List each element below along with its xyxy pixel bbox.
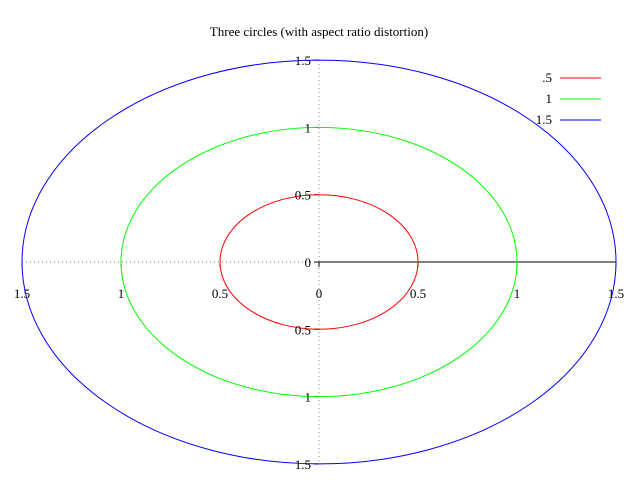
x-tick-labels: 1.5 1 0.5 0 0.5 1 1.5: [14, 286, 624, 301]
legend: .5 1 1.5: [536, 70, 601, 127]
y-tick-label: 0: [305, 255, 312, 270]
y-tick-label: 1: [305, 120, 312, 135]
circle-series-1: [120, 126, 518, 398]
x-tick-label: 1: [514, 286, 521, 301]
y-tick-label: 1: [305, 390, 312, 405]
x-tick-label: 0.5: [212, 286, 228, 301]
x-tick-label: 1.5: [14, 286, 30, 301]
y-tick-label: 0.5: [295, 188, 311, 203]
x-tick-label: 0.5: [410, 286, 426, 301]
legend-label: 1: [546, 91, 553, 106]
circle-series-p5: [219, 194, 419, 330]
x-tick-label: 1.5: [608, 286, 624, 301]
chart-title: Three circles (with aspect ratio distort…: [210, 24, 428, 39]
y-tick-labels: 1.5 1 0.5 0 0.5 1 1.5: [295, 53, 311, 472]
y-tick-label: 1.5: [295, 53, 311, 68]
circle-series-1p5: [21, 59, 617, 465]
y-tick-label: 0.5: [295, 322, 311, 337]
circle-series: [21, 59, 617, 465]
x-tick-label: 1: [118, 286, 125, 301]
legend-label: 1.5: [536, 112, 552, 127]
legend-label: .5: [542, 70, 552, 85]
y-tick-label: 1.5: [295, 457, 311, 472]
x-tick-label: 0: [316, 286, 323, 301]
